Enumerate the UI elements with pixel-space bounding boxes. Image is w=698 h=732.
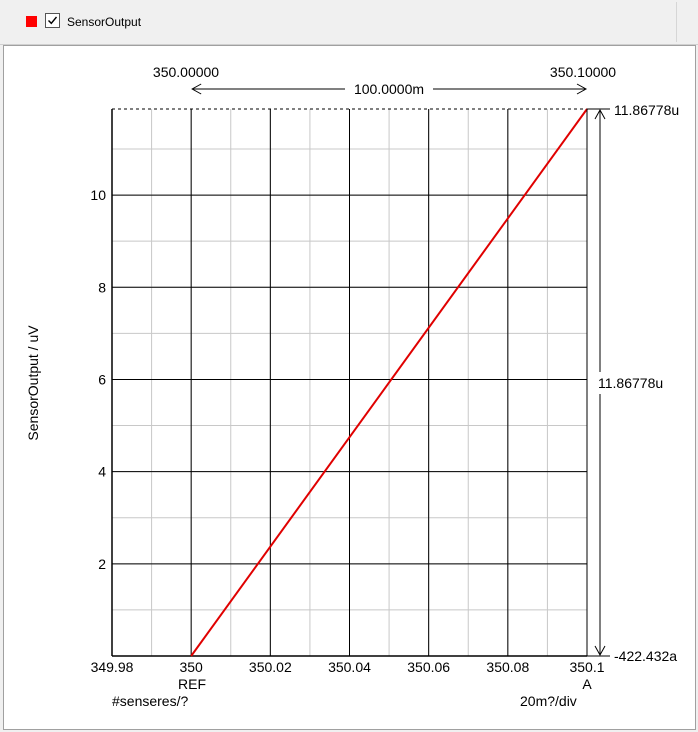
a-cursor-value: 350.10000	[550, 64, 616, 80]
y-tick-label: 2	[98, 556, 106, 572]
top-value-label: 11.86778u	[614, 102, 679, 118]
delta-y-label: 11.86778u	[598, 375, 663, 391]
delta-x-arrowhead-left	[191, 83, 202, 95]
ref-cursor-value: 350.00000	[153, 64, 219, 80]
series-visibility-checkbox[interactable]	[45, 13, 60, 28]
tick-labels: 349.98 350 350.02 350.04 350.06 350.08 350.1 2 4…	[90, 187, 604, 675]
x-tick-label: 350.02	[249, 659, 292, 675]
bottom-value-label: -422.432a	[614, 648, 677, 664]
delta-y-arrowhead-top	[594, 108, 606, 120]
x-tick-label: 350.06	[407, 659, 450, 675]
series-legend-label[interactable]: SensorOutput	[67, 15, 142, 29]
delta-x-label: 100.0000m	[354, 81, 424, 97]
x-div-label: 20m?/div	[520, 693, 577, 709]
delta-y-arrowhead-bottom	[594, 645, 606, 657]
y-axis-label: SensorOutput / uV	[25, 325, 41, 441]
y-tick-label: 6	[98, 371, 106, 387]
x-tick-label: 350	[179, 659, 203, 675]
checkmark-icon	[48, 16, 58, 25]
y-tick-label: 4	[98, 464, 106, 480]
x-tick-label: 350.04	[328, 659, 371, 675]
x-unit-label: #senseres/?	[112, 693, 188, 709]
y-tick-label: 8	[98, 279, 106, 295]
grid-lines	[111, 108, 588, 657]
legend-toolbar: SensorOutput	[0, 0, 698, 45]
series-line-SensorOutput	[190, 108, 588, 657]
cursor-layer	[191, 83, 610, 657]
x-tick-label: 349.98	[91, 659, 134, 675]
y-tick-label: 10	[90, 187, 106, 203]
toolbar-scroll-handle[interactable]	[676, 2, 697, 42]
ref-cursor-label: REF	[178, 676, 206, 692]
series-layer	[190, 108, 588, 657]
a-cursor-label: A	[582, 676, 592, 692]
x-tick-label: 350.1	[569, 659, 604, 675]
x-tick-label: 350.08	[486, 659, 529, 675]
delta-x-arrowhead-right	[576, 83, 588, 95]
series-color-swatch	[26, 16, 37, 27]
